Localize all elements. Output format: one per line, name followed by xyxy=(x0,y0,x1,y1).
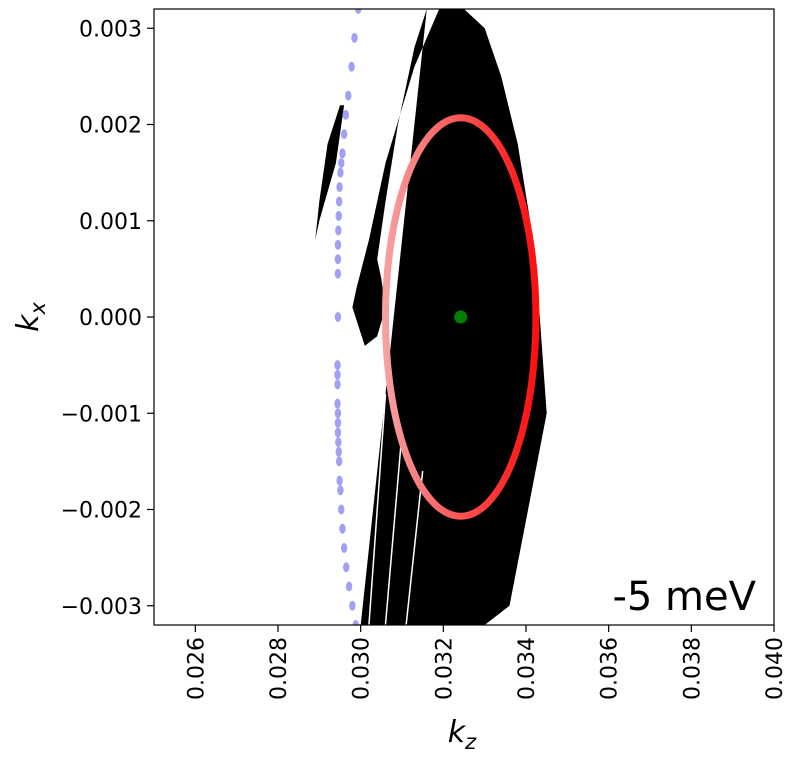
blue-point xyxy=(334,398,341,409)
blue-point xyxy=(334,254,342,265)
blue-point xyxy=(340,129,348,140)
y-tick-label: −0.001 xyxy=(61,402,142,427)
y-tick-label: 0.001 xyxy=(79,210,142,235)
blue-point xyxy=(334,417,342,428)
blue-point xyxy=(334,427,342,438)
x-axis-label: kz xyxy=(448,715,477,754)
blue-point xyxy=(348,61,355,72)
x-tick-label: 0.030 xyxy=(350,637,375,700)
blue-point xyxy=(337,485,344,496)
y-tick-label: −0.002 xyxy=(61,499,142,524)
blue-point xyxy=(345,581,353,592)
band-region-1 xyxy=(315,105,345,240)
blue-point xyxy=(334,312,342,322)
blue-point xyxy=(342,109,349,120)
blue-point xyxy=(339,523,346,534)
blue-point xyxy=(337,167,344,178)
x-tick-label: 0.032 xyxy=(432,637,457,700)
blue-point xyxy=(338,158,345,168)
blue-point xyxy=(334,369,341,380)
blue-point xyxy=(351,32,358,43)
x-tick-label: 0.028 xyxy=(267,637,292,700)
center-point xyxy=(454,310,468,324)
blue-point xyxy=(336,182,343,193)
blue-point xyxy=(335,456,343,467)
blue-point xyxy=(336,475,343,486)
blue-point xyxy=(335,225,342,236)
y-axis-label: kx xyxy=(11,302,50,332)
y-tick-label: 0.002 xyxy=(79,114,142,139)
blue-point xyxy=(334,239,342,250)
blue-point xyxy=(335,437,342,448)
blue-point xyxy=(334,360,341,371)
x-tick-label: 0.026 xyxy=(184,637,209,700)
blue-point xyxy=(334,379,341,390)
band-streak-1 xyxy=(384,432,403,625)
fermi-ring xyxy=(381,114,540,520)
blue-point xyxy=(338,504,345,515)
blue-point xyxy=(335,196,343,207)
plot-area xyxy=(315,9,547,625)
blue-point xyxy=(334,268,342,279)
blue-point xyxy=(343,562,350,573)
x-tick-label: 0.038 xyxy=(680,637,705,700)
blue-point xyxy=(354,9,362,14)
band-region-0 xyxy=(352,9,547,625)
x-tick-label: 0.034 xyxy=(515,637,540,700)
blue-point xyxy=(335,446,342,457)
blue-point xyxy=(340,543,348,553)
blue-point xyxy=(335,210,342,221)
blue-point xyxy=(334,408,342,419)
band-streak-0 xyxy=(368,393,387,625)
blue-point xyxy=(339,148,346,159)
x-tick-label: 0.040 xyxy=(763,637,788,700)
x-tick-label: 0.036 xyxy=(598,637,623,700)
y-tick-label: −0.003 xyxy=(61,595,142,620)
energy-annotation: -5 meV xyxy=(612,574,756,620)
blue-point xyxy=(352,620,359,625)
band-streak-3 xyxy=(359,355,374,510)
y-tick-label: 0.003 xyxy=(79,17,142,42)
blue-point xyxy=(345,90,352,101)
band-streak-2 xyxy=(405,470,424,625)
blue-point xyxy=(349,600,356,611)
axes: 0.026 0.028 0.030 0.032 0.034 0.036 0.038 0.040… xyxy=(61,17,788,700)
y-tick-label: 0.000 xyxy=(79,306,142,331)
